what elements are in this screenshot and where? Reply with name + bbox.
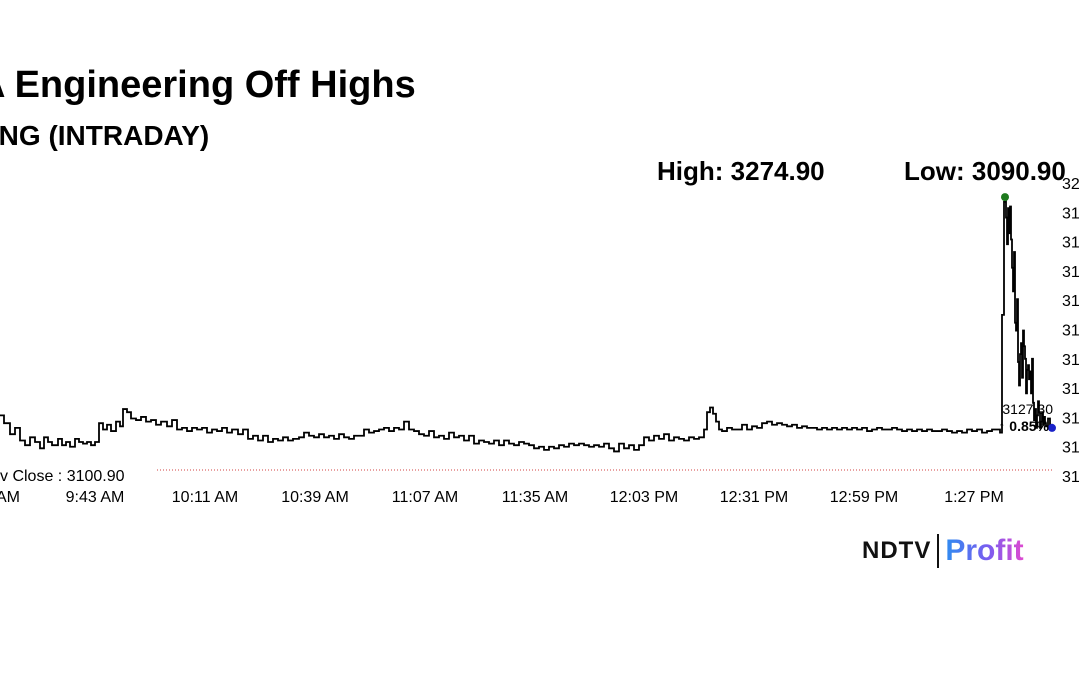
low-label: Low: 3090.90 [904, 156, 1066, 186]
high-label: High: 3274.90 [657, 156, 825, 186]
chart-subtitle: ENG (INTRADAY) [0, 120, 210, 151]
logo-divider [937, 534, 940, 568]
x-tick-label: 9:43 AM [66, 489, 125, 506]
y-tick-label: 31 [1062, 440, 1080, 457]
price-line [0, 196, 1053, 453]
chart-title: A Engineering Off Highs [0, 64, 416, 106]
y-tick-label: 31 [1062, 469, 1080, 486]
x-tick-label: 10:11 AM [172, 489, 238, 506]
y-tick-label: 31 [1062, 205, 1080, 222]
y-tick-label: 31 [1062, 235, 1080, 252]
x-tick-label: 12:31 PM [720, 489, 788, 506]
high-marker [1001, 193, 1009, 202]
x-tick-label: 11:35 AM [502, 489, 568, 506]
logo-profit-text: Profit [945, 534, 1024, 567]
ndtv-profit-logo: NDTV Profit [862, 533, 1024, 569]
x-tick-label: 11:07 AM [392, 489, 458, 506]
last-price-label: 3127.30 [1002, 401, 1053, 417]
y-tick-label: 31 [1062, 264, 1080, 281]
y-tick-label: 31 [1062, 410, 1080, 427]
y-tick-label: 31 [1062, 293, 1080, 310]
y-tick-label: 32 [1062, 176, 1080, 193]
x-tick-label: 10:39 AM [281, 489, 349, 506]
x-tick-label: 1:27 PM [944, 489, 1004, 506]
x-tick-label: 12:03 PM [610, 489, 678, 506]
y-tick-label: 31 [1062, 381, 1080, 398]
last-price-marker [1048, 423, 1056, 432]
y-tick-label: 31 [1062, 323, 1080, 340]
x-tick-label: 12:59 PM [830, 489, 898, 506]
logo-ndtv-text: NDTV [862, 537, 932, 564]
y-tick-label: 31 [1062, 352, 1080, 369]
prev-close-label: v Close : 3100.90 [0, 468, 125, 485]
x-tick-label: AM [0, 489, 20, 506]
change-label: ↑ 0.85% [998, 418, 1049, 434]
